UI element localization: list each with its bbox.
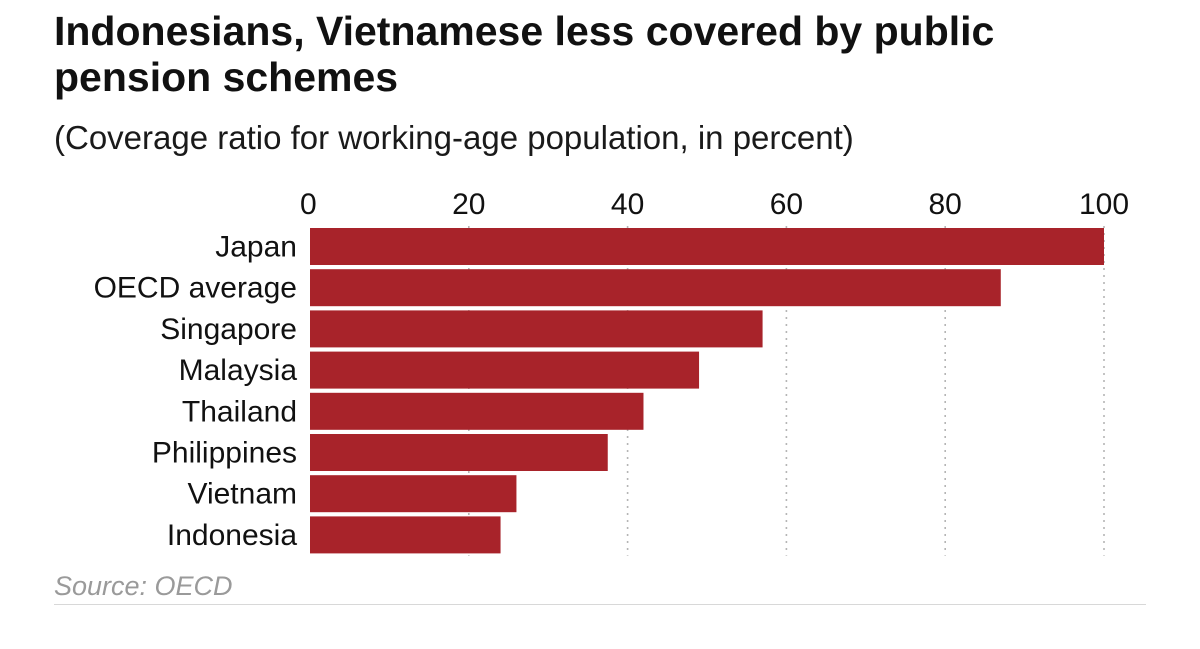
bar-japan: [310, 228, 1104, 265]
x-tick-label: 80: [929, 188, 962, 221]
bottom-divider: [54, 604, 1146, 605]
bar-thailand: [310, 392, 644, 430]
bar-philippines: [310, 434, 608, 471]
bar-chart: 0 20 40 60 80 100 Japan OECD average Singapore Ma…: [94, 188, 1129, 556]
category-label: Malaysia: [179, 354, 298, 387]
category-label: Vietnam: [187, 478, 297, 511]
category-label: Indonesia: [167, 519, 297, 552]
x-tick-label: 100: [1079, 188, 1129, 221]
category-label: Thailand: [182, 395, 297, 428]
bar-vietnam: [310, 475, 517, 513]
bar-oecd-average: [310, 269, 1001, 307]
x-tick-label: 40: [611, 188, 644, 221]
bar-singapore: [310, 310, 763, 348]
x-tick-label: 20: [452, 188, 485, 221]
x-tick-label: 0: [300, 188, 317, 221]
category-label: Singapore: [160, 313, 297, 346]
category-label: OECD average: [94, 272, 297, 305]
chart-subtitle: (Coverage ratio for working-age populati…: [54, 119, 854, 156]
x-tick-label: 60: [770, 188, 803, 221]
source-note: Source: OECD: [54, 571, 233, 601]
category-label: Japan: [215, 231, 297, 264]
category-label: Philippines: [152, 437, 297, 470]
bar-malaysia: [310, 351, 700, 389]
chart-title: Indonesians, Vietnamese less covered by …: [54, 8, 995, 100]
bar-indonesia: [310, 516, 501, 554]
